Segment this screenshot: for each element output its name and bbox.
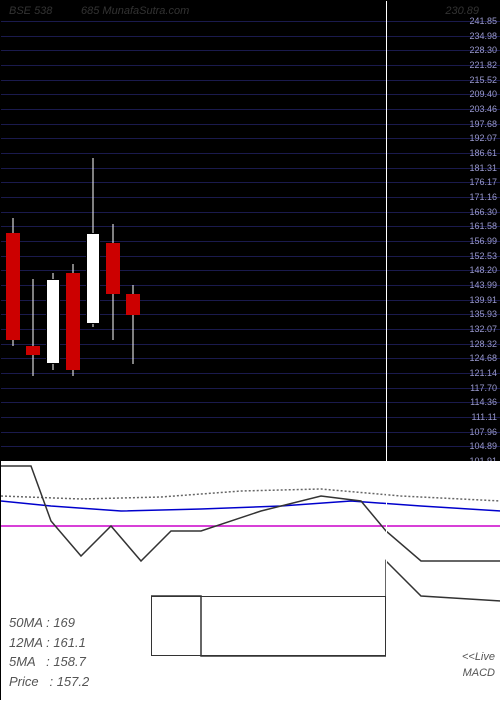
crosshair-vertical [386, 1, 387, 701]
site-label: MunafaSutra.com [102, 5, 189, 17]
code-site: 685 MunafaSutra.com [81, 5, 189, 17]
stats-box: 50MA : 169 12MA : 161.1 5MA : 158.7 Pric… [9, 613, 89, 691]
ticker-label: BSE 538 [9, 5, 52, 17]
stat-12ma: 12MA : 161.1 [9, 633, 89, 653]
live-label: <<Live [462, 651, 495, 663]
chart-container: BSE 538 685 MunafaSutra.com 230.89 241.8… [0, 0, 500, 700]
code-label: 685 [81, 5, 99, 17]
stat-50ma: 50MA : 169 [9, 613, 89, 633]
stat-5ma: 5MA : 158.7 [9, 652, 89, 672]
macd-label: MACD [463, 667, 495, 679]
stat-price: Price : 157.2 [9, 672, 89, 692]
top-price: 230.89 [445, 5, 479, 17]
